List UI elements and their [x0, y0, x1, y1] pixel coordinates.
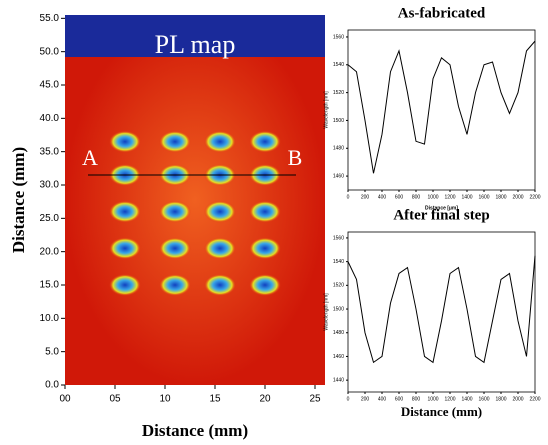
x-tick-label: 1800	[495, 396, 506, 402]
pl-spot	[249, 274, 281, 296]
x-tick-label: 1800	[495, 194, 506, 200]
pl-spot	[204, 200, 236, 223]
pl-spot	[249, 130, 281, 153]
y-tick-label: 55.0	[40, 13, 60, 24]
y-tick-label: 1520	[333, 90, 344, 96]
pl-spot	[204, 237, 236, 260]
y-tick-label: 1500	[333, 118, 344, 124]
map-background	[65, 15, 325, 385]
pl-spot	[109, 274, 141, 296]
x-tick-label: 200	[361, 396, 370, 402]
y-axis-label: Wavelength [nm]	[323, 293, 329, 331]
x-tick-label: 10	[159, 394, 171, 405]
y-tick-label: 0.0	[45, 380, 59, 391]
x-tick-label: 200	[361, 194, 370, 200]
pl-spot	[159, 200, 191, 223]
x-tick-label: 20	[259, 394, 271, 405]
pl-spot	[109, 237, 141, 260]
y-tick-label: 20.0	[40, 246, 60, 257]
x-tick-label: 600	[395, 396, 404, 402]
x-tick-label: 00	[59, 394, 71, 405]
x-tick-label: 1400	[461, 396, 472, 402]
y-tick-label: 1460	[333, 173, 344, 179]
y-tick-label: 1440	[333, 377, 344, 383]
y-tick-label: 1560	[333, 235, 344, 241]
x-tick-label: 2000	[512, 396, 523, 402]
pl-spot	[109, 200, 141, 223]
x-tick-label: 600	[395, 194, 404, 200]
x-tick-label: 0	[347, 194, 350, 200]
plot-frame	[347, 231, 536, 393]
x-tick-label: 1400	[461, 194, 472, 200]
y-tick-label: 50.0	[40, 46, 60, 57]
y-tick-label: 1540	[333, 259, 344, 265]
x-tick-label: 05	[109, 394, 121, 405]
x-tick-label: 1600	[478, 396, 489, 402]
y-tick-label: 25.0	[40, 213, 60, 224]
x-tick-label: 0	[347, 396, 350, 402]
y-tick-label: 1500	[333, 306, 344, 312]
x-tick-label: 1000	[427, 194, 438, 200]
y-tick-label: 30.0	[40, 180, 60, 191]
x-axis-label: Distance (mm)	[142, 421, 248, 440]
y-tick-label: 1540	[333, 62, 344, 68]
y-tick-label: 15.0	[40, 280, 60, 291]
x-tick-label: 15	[209, 394, 221, 405]
x-tick-label: 1600	[478, 194, 489, 200]
y-tick-label: 35.0	[40, 146, 60, 157]
x-axis-label: Distance [µm]	[425, 205, 458, 211]
x-tick-label: 1000	[427, 396, 438, 402]
x-tick-label: 1200	[444, 396, 455, 402]
x-tick-label: 25	[309, 394, 321, 405]
y-tick-label: 1560	[333, 34, 344, 40]
x-tick-label: 1200	[444, 194, 455, 200]
x-axis-label: Distance (mm)	[401, 404, 482, 419]
pl-spot	[249, 237, 281, 260]
pl-spot	[249, 200, 281, 223]
saturated-region	[65, 15, 325, 57]
y-tick-label: 5.0	[45, 346, 59, 357]
y-tick-label: 1460	[333, 354, 344, 360]
x-tick-label: 400	[378, 396, 387, 402]
pl-spot	[159, 274, 191, 296]
y-tick-label: 40.0	[40, 113, 60, 124]
map-title: PL map	[155, 30, 236, 59]
y-tick-label: 1480	[333, 330, 344, 336]
y-axis-label: Distance (mm)	[9, 147, 28, 253]
pl-spot	[109, 130, 141, 153]
x-tick-label: 2200	[529, 396, 540, 402]
y-axis-label: Wavelength [nm]	[323, 91, 329, 129]
spectrum-line	[347, 255, 536, 364]
x-tick-label: 2200	[529, 194, 540, 200]
pl-spot	[204, 274, 236, 296]
plot-title: After final step	[393, 207, 489, 223]
plot-frame	[347, 29, 536, 191]
x-tick-label: 400	[378, 194, 387, 200]
y-tick-label: 10.0	[40, 313, 60, 324]
spectrum-line	[347, 40, 536, 174]
pl-spot	[159, 130, 191, 153]
pl-spot	[159, 237, 191, 260]
annotation: B	[288, 145, 303, 170]
x-tick-label: 800	[412, 194, 421, 200]
x-tick-label: 2000	[512, 194, 523, 200]
y-tick-label: 1480	[333, 146, 344, 152]
x-tick-label: 800	[412, 396, 421, 402]
y-tick-label: 1520	[333, 283, 344, 289]
pl-spot	[204, 130, 236, 153]
annotation: A	[82, 145, 98, 170]
y-tick-label: 45.0	[40, 80, 60, 91]
plot-title: As-fabricated	[398, 5, 486, 21]
